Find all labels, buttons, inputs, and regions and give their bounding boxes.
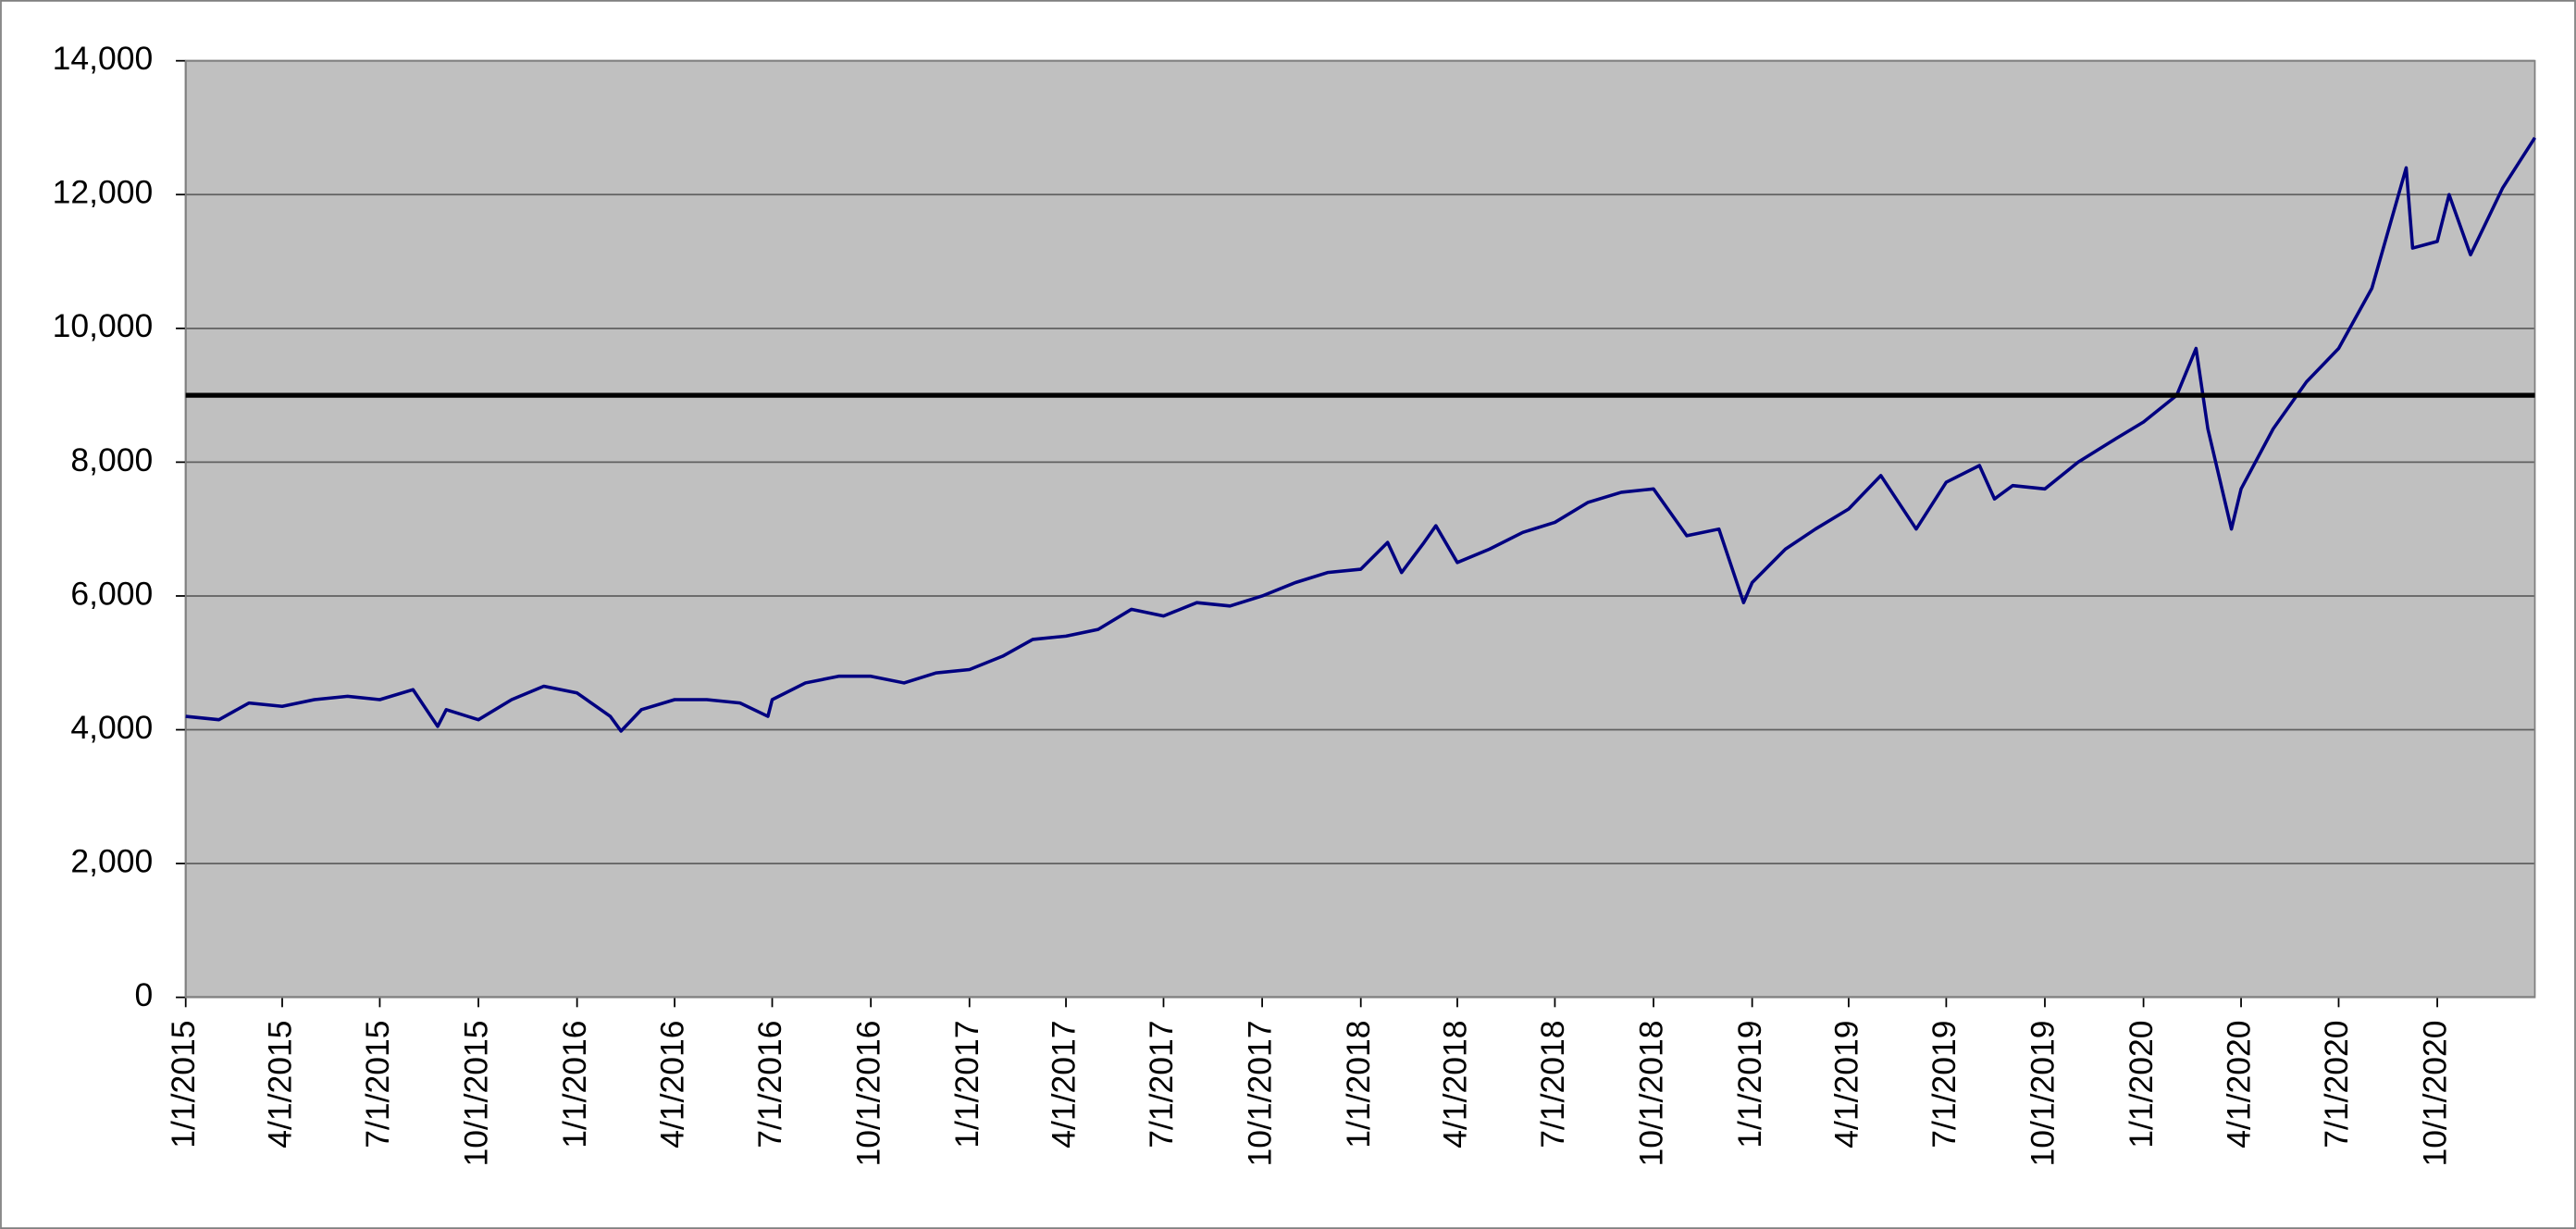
x-tick-label: 1/1/2019	[1731, 1021, 1768, 1148]
y-tick-label: 14,000	[53, 40, 154, 77]
x-tick-label: 4/1/2020	[2220, 1021, 2257, 1148]
x-tick-label: 10/1/2019	[2024, 1021, 2061, 1167]
x-tick-label: 7/1/2015	[359, 1021, 396, 1148]
x-tick-label: 10/1/2016	[850, 1021, 887, 1167]
x-tick-label: 4/1/2016	[653, 1021, 690, 1148]
x-tick-label: 1/1/2016	[556, 1021, 593, 1148]
x-tick-label: 10/1/2015	[457, 1021, 494, 1167]
y-tick-label: 8,000	[70, 441, 153, 478]
y-tick-label: 6,000	[70, 575, 153, 612]
x-tick-label: 7/1/2019	[1926, 1021, 1963, 1148]
x-tick-label: 4/1/2017	[1045, 1021, 1082, 1148]
plot-border	[184, 59, 2536, 999]
x-tick-label: 1/1/2015	[165, 1021, 202, 1148]
y-tick-label: 12,000	[53, 174, 154, 211]
y-tick-label: 10,000	[53, 307, 154, 344]
y-tick-label: 2,000	[70, 842, 153, 879]
y-tick-label: 4,000	[70, 709, 153, 746]
x-tick-label: 4/1/2015	[261, 1021, 298, 1148]
x-tick-label: 1/1/2020	[2123, 1021, 2160, 1148]
x-tick-label: 10/1/2020	[2416, 1021, 2453, 1167]
x-tick-label: 7/1/2017	[1143, 1021, 1180, 1148]
plot-area	[185, 60, 2535, 998]
x-tick-label: 4/1/2019	[1827, 1021, 1864, 1148]
y-tick-label: 0	[134, 976, 153, 1013]
x-tick-label: 10/1/2017	[1241, 1021, 1278, 1167]
x-tick-label: 7/1/2020	[2318, 1021, 2355, 1148]
x-tick-label: 10/1/2018	[1632, 1021, 1669, 1167]
x-tick-label: 4/1/2018	[1436, 1021, 1473, 1148]
x-tick-label: 1/1/2018	[1340, 1021, 1377, 1148]
x-tick-label: 7/1/2016	[751, 1021, 788, 1148]
x-tick-label: 7/1/2018	[1534, 1021, 1571, 1148]
series-line	[185, 136, 2537, 733]
x-tick-label: 1/1/2017	[948, 1021, 985, 1148]
